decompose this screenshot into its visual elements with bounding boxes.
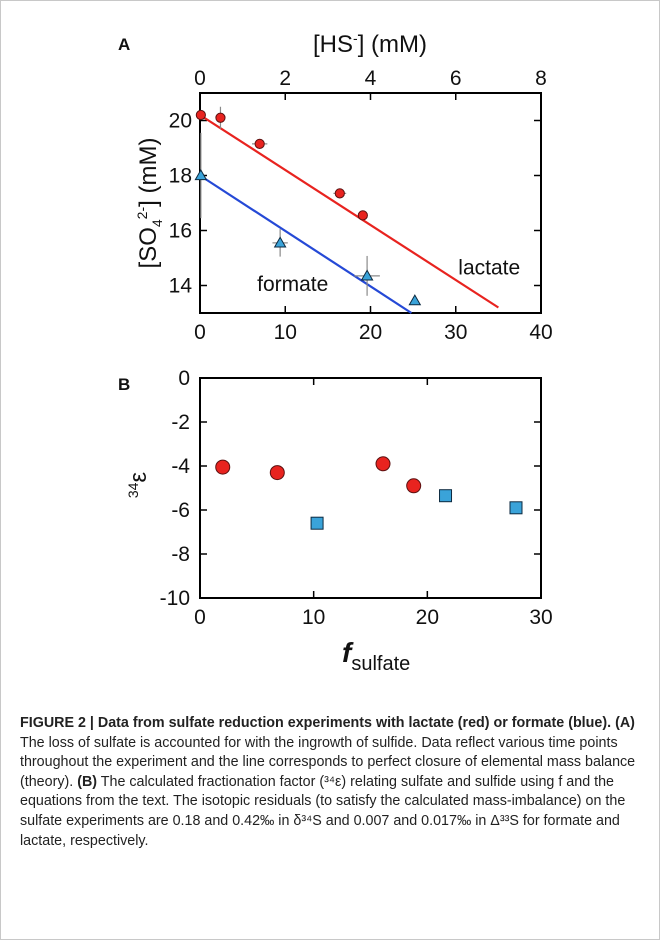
panel-b: B 34ε fsulfate 0 10 20 30 0 -2 -4 -6 -8 -10: [118, 367, 553, 675]
lactate-point: [216, 460, 230, 474]
y-tick-label: 14: [169, 275, 193, 298]
lactate-point: [196, 110, 205, 119]
panel-a-label: A: [118, 35, 130, 54]
y-tick-label: -2: [171, 411, 190, 434]
y-tick-label: 16: [169, 220, 192, 243]
lactate-point: [335, 189, 344, 198]
panel-b-x-axis-label: fsulfate: [342, 637, 410, 675]
panel-a-annotations: lactate formate: [257, 257, 520, 297]
formate-point: [275, 237, 286, 247]
lactate-point: [376, 457, 390, 471]
panel-b-markers: [216, 457, 522, 529]
formate-point: [510, 502, 522, 514]
formate-point: [362, 270, 373, 280]
panel-a: A [HS-] (mM) [SO42-] (mM) 0 10 20 30 40 0 2 4 6 8…: [118, 30, 553, 344]
panel-a-y-axis-label: [SO42-] (mM): [134, 138, 165, 269]
panel-b-ticks: 0 10 20 30 0 -2 -4 -6 -8 -10: [160, 367, 553, 629]
formate-point: [409, 295, 420, 305]
panel-a-top-axis-label: [HS-] (mM): [313, 30, 427, 58]
x-tick-label: 30: [444, 321, 467, 344]
y-tick-label: 18: [169, 165, 192, 188]
lactate-point: [270, 466, 284, 480]
caption-tag-b: (B): [77, 774, 97, 790]
formate-point: [440, 490, 452, 502]
caption-tag-a: (A): [615, 715, 635, 731]
lactate-point: [255, 139, 264, 148]
formate-point: [311, 517, 323, 529]
panel-a-ticks: 0 10 20 30 40 0 2 4 6 8 14 16 18 20: [169, 67, 553, 344]
top-x-tick-label: 4: [365, 67, 377, 90]
figure-svg: A [HS-] (mM) [SO42-] (mM) 0 10 20 30 40 0 2 4 6 8…: [0, 0, 660, 700]
lactate-annotation: lactate: [458, 257, 520, 280]
y-tick-label: -6: [171, 499, 190, 522]
y-tick-label: -10: [160, 587, 190, 610]
lactate-fit-line: [200, 115, 498, 308]
y-tick-label: 0: [178, 367, 190, 390]
top-x-tick-label: 2: [279, 67, 291, 90]
panel-a-fit-lines: [200, 115, 498, 313]
y-tick-label: -8: [171, 543, 190, 566]
x-tick-label: 10: [302, 606, 325, 629]
top-x-tick-label: 0: [194, 67, 206, 90]
formate-annotation: formate: [257, 273, 328, 296]
x-tick-label: 40: [529, 321, 552, 344]
lactate-point: [216, 113, 225, 122]
x-tick-label: 0: [194, 606, 206, 629]
lactate-point: [407, 479, 421, 493]
caption-text-b: The calculated fractionation factor (³⁴ε…: [20, 774, 625, 849]
panel-b-label: B: [118, 375, 130, 394]
panel-b-plot-frame: [200, 378, 541, 598]
caption-lead: FIGURE 2 | Data from sulfate reduction e…: [20, 715, 611, 731]
figure-caption: FIGURE 2 | Data from sulfate reduction e…: [20, 714, 646, 851]
y-tick-label: -4: [171, 455, 190, 478]
lactate-point: [358, 211, 367, 220]
x-tick-label: 20: [416, 606, 439, 629]
x-tick-label: 0: [194, 321, 206, 344]
top-x-tick-label: 8: [535, 67, 547, 90]
y-tick-label: 20: [169, 110, 192, 133]
panel-b-y-axis-label: 34ε: [125, 472, 152, 499]
x-tick-label: 10: [274, 321, 297, 344]
top-x-tick-label: 6: [450, 67, 462, 90]
x-tick-label: 20: [359, 321, 382, 344]
x-tick-label: 30: [529, 606, 552, 629]
